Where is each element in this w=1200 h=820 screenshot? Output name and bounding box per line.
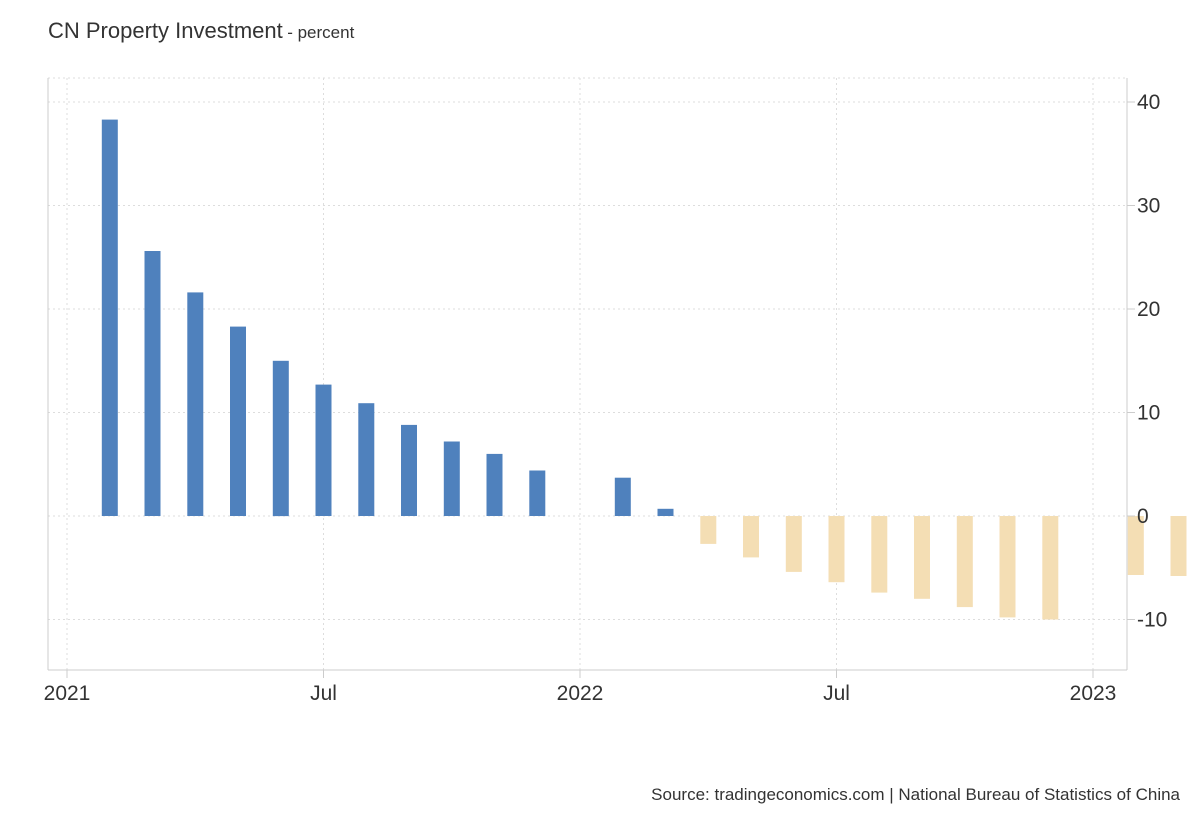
bar — [614, 477, 631, 516]
bar — [700, 516, 717, 544]
y-tick-label: 0 — [1137, 505, 1149, 528]
y-tick-label: 10 — [1137, 402, 1160, 425]
bar — [1170, 516, 1187, 576]
bar — [315, 384, 332, 516]
x-tick-label: 2021 — [44, 682, 91, 705]
bar — [1127, 516, 1144, 575]
y-tick-label: 40 — [1137, 91, 1160, 114]
bar — [914, 516, 930, 599]
bar — [187, 292, 204, 516]
bar — [828, 516, 845, 583]
axes: 403020100-102021Jul2022Jul2023Jul2024Jul… — [44, 78, 1167, 705]
bar — [956, 516, 973, 608]
bar — [785, 516, 802, 572]
bar — [358, 403, 375, 516]
bar — [401, 424, 417, 516]
bar — [443, 441, 460, 516]
chart-title-text: CN Property Investment — [48, 18, 283, 43]
y-tick-label: 20 — [1137, 298, 1160, 321]
bar — [272, 360, 289, 517]
bar — [529, 470, 546, 516]
bar — [871, 516, 888, 593]
source-note: Source: tradingeconomics.com | National … — [651, 785, 1180, 804]
x-tick-label: 2022 — [557, 682, 604, 705]
bar — [486, 453, 503, 516]
grid — [48, 77, 1127, 670]
bar — [743, 516, 759, 558]
y-tick-label: 30 — [1137, 195, 1160, 218]
chart-unit: - percent — [287, 23, 355, 42]
bars — [101, 119, 1187, 620]
bar — [101, 119, 118, 516]
bar — [999, 516, 1016, 618]
bar — [144, 251, 161, 516]
bar — [230, 326, 246, 516]
chart-title: CN Property Investment - percent — [48, 18, 354, 44]
x-tick-label: 2023 — [1070, 682, 1117, 705]
x-tick-label: Jul — [310, 682, 337, 705]
bar — [1042, 516, 1059, 620]
bar — [657, 508, 674, 516]
x-tick-label: Jul — [823, 682, 850, 705]
y-tick-label: -10 — [1137, 609, 1167, 632]
